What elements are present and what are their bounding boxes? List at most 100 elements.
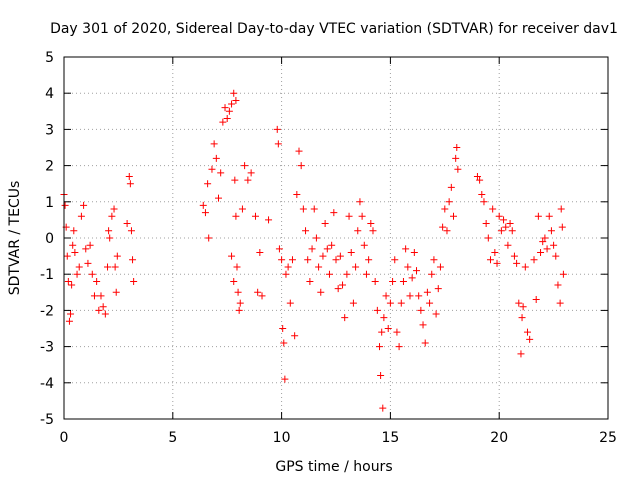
data-point — [111, 263, 119, 271]
data-point — [321, 220, 329, 228]
data-point — [380, 314, 388, 322]
data-point — [541, 234, 549, 242]
data-point — [443, 227, 451, 235]
data-point — [526, 335, 534, 343]
data-point — [258, 292, 266, 300]
data-point — [367, 220, 375, 228]
data-point — [362, 270, 370, 278]
data-point — [234, 288, 242, 296]
data-point — [205, 234, 213, 242]
data-point — [545, 212, 553, 220]
data-point — [86, 241, 94, 249]
data-point — [284, 263, 292, 271]
data-point — [515, 299, 523, 307]
data-point — [489, 205, 497, 213]
data-point — [543, 245, 551, 253]
data-point — [453, 144, 461, 151]
data-point — [221, 104, 229, 112]
data-point — [369, 227, 377, 235]
data-point — [384, 325, 392, 332]
data-point — [552, 252, 560, 260]
data-point — [228, 100, 236, 108]
data-point — [274, 140, 282, 148]
data-point — [228, 252, 236, 260]
data-point — [410, 248, 418, 256]
data-point — [241, 162, 249, 170]
data-point — [500, 216, 508, 224]
data-point — [508, 227, 516, 235]
data-point — [233, 263, 241, 271]
data-point — [93, 277, 101, 285]
data-point — [426, 299, 434, 307]
data-point — [473, 172, 481, 180]
data-point — [108, 212, 116, 220]
data-point — [478, 191, 486, 199]
data-point — [295, 147, 303, 155]
data-point — [204, 180, 212, 188]
data-point — [423, 288, 431, 296]
y-axis-label: SDTVAR / TECUs — [7, 181, 23, 296]
data-point — [454, 165, 462, 173]
data-point — [480, 198, 488, 206]
data-point — [106, 234, 114, 242]
x-tick-label: 15 — [381, 430, 399, 446]
data-point — [84, 259, 92, 267]
data-point — [476, 176, 484, 184]
data-point — [230, 277, 238, 285]
data-point — [236, 299, 244, 307]
data-point — [447, 183, 455, 191]
data-point — [126, 180, 134, 188]
data-point — [352, 263, 360, 271]
data-point — [235, 306, 243, 314]
data-point — [210, 140, 218, 148]
data-point — [127, 227, 135, 235]
data-point — [254, 288, 262, 296]
chart-title: Day 301 of 2020, Sidereal Day-to-day VTE… — [50, 21, 618, 37]
y-tick-label: -1 — [40, 267, 54, 283]
data-point — [521, 263, 529, 271]
data-points — [60, 89, 567, 412]
data-point — [349, 299, 357, 307]
data-point — [391, 256, 399, 264]
data-point — [406, 292, 414, 300]
data-point — [70, 227, 78, 235]
data-point — [299, 205, 307, 213]
data-point — [452, 154, 460, 162]
data-point — [482, 220, 490, 228]
data-point — [129, 256, 137, 264]
data-point — [404, 263, 412, 271]
data-point — [112, 288, 120, 296]
data-point — [432, 310, 440, 318]
data-point — [125, 172, 133, 180]
data-point — [273, 125, 281, 133]
data-point — [389, 277, 397, 285]
data-point — [232, 96, 240, 104]
data-point — [339, 281, 347, 289]
data-point — [325, 270, 333, 278]
data-point — [497, 227, 505, 235]
data-point — [343, 270, 351, 278]
data-point — [104, 263, 112, 271]
data-point — [90, 292, 98, 300]
data-point — [534, 212, 542, 220]
data-point — [232, 212, 240, 220]
data-point — [310, 205, 318, 213]
data-point — [199, 201, 207, 209]
data-point — [275, 245, 283, 253]
data-point — [532, 296, 540, 304]
data-point — [323, 245, 331, 253]
data-point — [413, 267, 421, 275]
data-point — [539, 238, 547, 246]
data-point — [71, 248, 79, 256]
data-point — [376, 343, 384, 351]
data-point — [402, 245, 410, 253]
data-point — [99, 303, 107, 311]
data-point — [559, 270, 567, 278]
data-point — [484, 234, 492, 242]
data-point — [550, 241, 558, 249]
data-point — [297, 162, 305, 170]
y-tick-label: 0 — [45, 231, 54, 247]
data-point — [556, 299, 564, 307]
data-point — [317, 288, 325, 296]
data-point — [397, 299, 405, 307]
